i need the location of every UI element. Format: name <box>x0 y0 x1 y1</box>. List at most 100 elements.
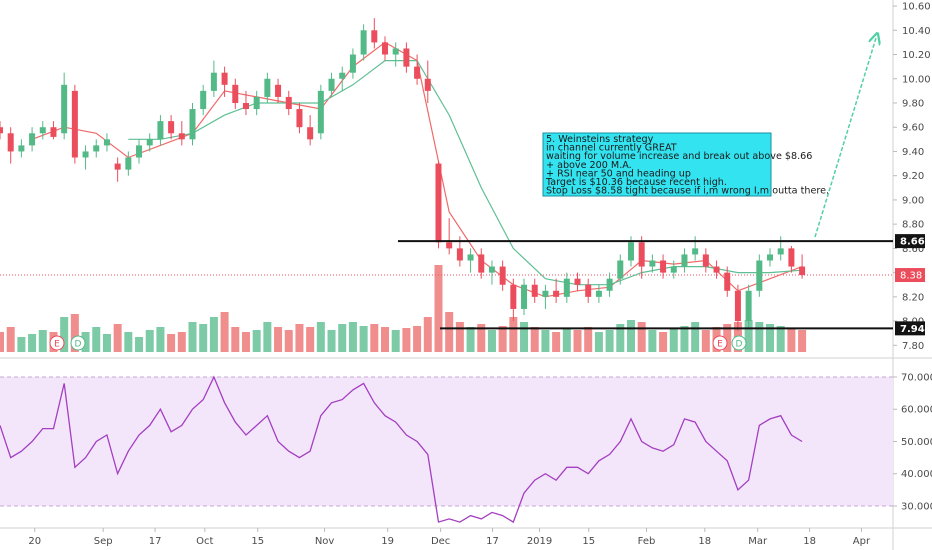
candle-body <box>542 290 549 297</box>
candle-body <box>788 248 795 267</box>
candle-body <box>414 66 421 79</box>
candle-body <box>488 266 495 273</box>
volume-bar <box>70 314 79 352</box>
candle-body <box>702 254 709 267</box>
candle-body <box>296 109 303 128</box>
level-badge <box>895 321 925 336</box>
rsi-tick-label: 70.0000 <box>901 372 932 383</box>
candle-body <box>799 266 806 276</box>
candle-body <box>71 90 78 158</box>
volume-bar <box>723 324 732 352</box>
candle-body <box>521 284 528 309</box>
candle-body <box>360 30 367 55</box>
event-label: E <box>54 340 60 350</box>
candle-body <box>499 266 506 285</box>
volume-bar <box>509 317 518 352</box>
volume-bar <box>177 332 186 352</box>
candle-body <box>467 254 474 261</box>
candle-body <box>403 48 410 67</box>
candle-body <box>574 278 581 285</box>
volume-bar <box>701 330 710 352</box>
volume-bar <box>306 327 315 352</box>
time-tick-label: Apr <box>853 536 871 547</box>
volume-bar <box>669 328 678 352</box>
price-tick-label: 10.00 <box>902 74 931 85</box>
volume-bar <box>413 326 422 352</box>
candle-body <box>339 72 346 79</box>
candle-body <box>595 290 602 297</box>
candle-body <box>681 254 688 267</box>
volume-bar <box>798 330 807 352</box>
volume-bar <box>605 330 614 352</box>
volume-bar <box>135 337 144 352</box>
volume-bar <box>167 334 176 352</box>
candle-body <box>39 127 46 134</box>
candle-body <box>456 248 463 261</box>
volume-bar <box>402 328 411 352</box>
volume-bar <box>477 324 486 352</box>
volume-bar <box>338 324 347 352</box>
level-label: 7.94 <box>900 324 925 335</box>
candle-body <box>745 290 752 322</box>
candle-body <box>221 72 228 85</box>
volume-bar <box>38 330 47 352</box>
volume-bar <box>391 330 400 352</box>
candle-body <box>136 145 143 158</box>
volume-bar <box>113 324 122 352</box>
candle-body <box>638 242 645 267</box>
volume-bar <box>445 312 454 352</box>
volume-bar <box>637 322 646 352</box>
volume-bar <box>156 327 165 352</box>
note-box <box>542 132 772 197</box>
candle-body <box>93 145 100 152</box>
candle-body <box>82 151 89 158</box>
candle-body <box>168 121 175 134</box>
volume-bar <box>359 326 368 352</box>
volume-bar <box>520 322 529 352</box>
candle-body <box>724 272 731 291</box>
event-label: E <box>717 340 723 350</box>
time-tick-label: Mar <box>748 536 768 547</box>
candle-body <box>29 133 36 146</box>
volume-bar <box>0 332 4 352</box>
note-line: 5. Weinsteins strategy <box>546 134 654 145</box>
price-tick-label: 9.00 <box>902 195 924 206</box>
volume-bar <box>744 320 753 352</box>
price-tick-label: 9.80 <box>902 98 924 109</box>
target-arrow <box>814 38 876 238</box>
candle-body <box>382 42 389 55</box>
note-line: in channel currently GREAT <box>546 143 677 154</box>
volume-bar <box>766 324 775 352</box>
candle-body <box>478 254 485 273</box>
candle-body <box>7 133 14 152</box>
candle-body <box>317 90 324 134</box>
volume-bar <box>584 327 593 352</box>
candle-body <box>18 145 25 152</box>
volume-bar <box>102 334 111 352</box>
volume-bar <box>92 327 101 352</box>
volume-bar <box>423 317 432 352</box>
rsi-tick-label: 30.0000 <box>901 501 932 512</box>
candle-body <box>767 254 774 261</box>
candle-body <box>264 78 271 97</box>
candle-body <box>777 248 784 255</box>
price-tick-label: 10.20 <box>902 50 931 61</box>
candle-body <box>61 84 68 134</box>
note-line: Target is $10.36 because recent high. <box>545 177 727 188</box>
volume-bar <box>252 330 261 352</box>
candle-body <box>649 260 656 267</box>
candle-body <box>125 157 132 170</box>
candle-body <box>349 54 356 73</box>
volume-bar <box>498 326 507 352</box>
volume-bar <box>594 332 603 352</box>
candle-body <box>392 48 399 55</box>
price-tick-label: 8.80 <box>902 220 924 231</box>
volume-bar <box>60 317 69 352</box>
volume-bar <box>6 327 15 352</box>
level-badge <box>895 234 925 249</box>
volume-bar <box>274 327 283 352</box>
time-tick-label: 19 <box>381 536 394 547</box>
candle-body <box>510 284 517 309</box>
candle-body <box>617 260 624 279</box>
